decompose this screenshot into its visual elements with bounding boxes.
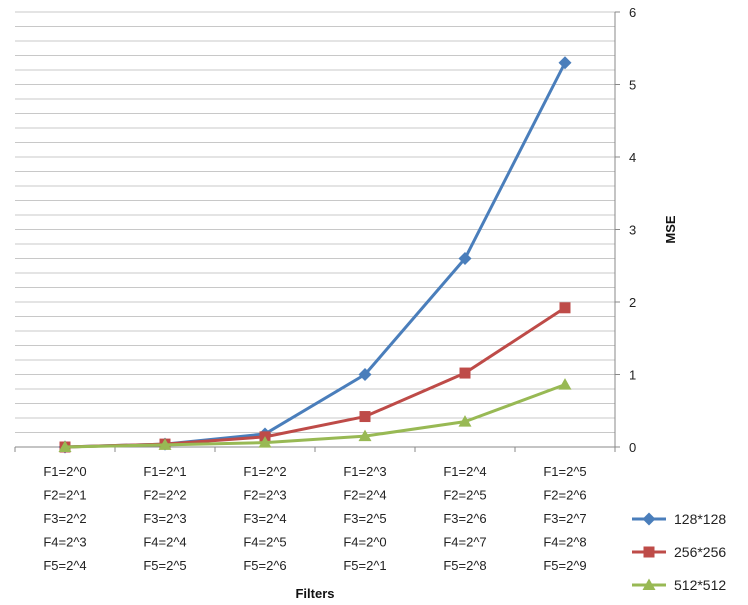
x-category-label: F2=2^6 — [543, 488, 586, 503]
data-point — [459, 367, 471, 379]
x-category-label: F5=2^9 — [543, 558, 586, 573]
legend-label: 128*128 — [674, 511, 726, 527]
legend-marker — [642, 578, 656, 590]
x-category-label: F2=2^5 — [443, 488, 486, 503]
x-category-labels: F1=2^0 F2=2^1 F3=2^2 F4=2^3 F5=2^4 F1=2^1 F2=2… — [43, 464, 586, 573]
y-tick-labels: 0 1 2 3 4 5 6 — [615, 5, 636, 455]
y-tick-label: 0 — [629, 440, 636, 455]
x-category-label: F1=2^4 — [443, 464, 486, 479]
data-point — [558, 378, 572, 390]
x-category-label: F1=2^3 — [343, 464, 386, 479]
series-128*128 — [58, 56, 572, 454]
gridlines — [14, 11, 616, 452]
legend: 128*128 256*256 512*512 — [632, 511, 726, 593]
y-tick-label: 2 — [629, 295, 636, 310]
x-category-label: F5=2^5 — [143, 558, 186, 573]
x-category-label: F5=2^8 — [443, 558, 486, 573]
data-point — [258, 436, 272, 448]
series-512*512 — [58, 378, 572, 452]
series-group — [58, 56, 572, 454]
data-point — [558, 56, 572, 70]
x-category-label: F4=2^0 — [343, 535, 386, 550]
x-category-label: F1=2^5 — [543, 464, 586, 479]
x-category-label: F1=2^0 — [43, 464, 86, 479]
legend-label: 256*256 — [674, 544, 726, 560]
series-256*256 — [59, 302, 571, 453]
x-category-label: F5=2^4 — [43, 558, 86, 573]
x-category-label: F3=2^6 — [443, 511, 486, 526]
data-point — [58, 440, 72, 452]
legend-entry: 512*512 — [632, 577, 726, 593]
legend-entry: 256*256 — [632, 544, 726, 560]
x-category-label: F4=2^7 — [443, 535, 486, 550]
x-category-label: F1=2^1 — [143, 464, 186, 479]
x-category-label: F3=2^3 — [143, 511, 186, 526]
y-axis-title: MSE — [663, 215, 678, 244]
x-category-label: F4=2^3 — [43, 535, 86, 550]
data-point — [358, 368, 372, 381]
data-point — [559, 302, 571, 314]
x-category-label: F2=2^2 — [143, 488, 186, 503]
x-category-label: F4=2^5 — [243, 535, 286, 550]
x-category-label: F2=2^4 — [343, 488, 386, 503]
x-category-label: F2=2^3 — [243, 488, 286, 503]
y-tick-label: 6 — [629, 5, 636, 20]
x-category-label: F3=2^5 — [343, 511, 386, 526]
x-category-label: F4=2^8 — [543, 535, 586, 550]
x-category-label: F3=2^2 — [43, 511, 86, 526]
legend-marker — [643, 546, 655, 558]
data-point — [359, 411, 371, 423]
y-tick-label: 5 — [629, 78, 636, 93]
y-tick-label: 3 — [629, 223, 636, 238]
x-category-label: F5=2^1 — [343, 558, 386, 573]
data-point — [458, 252, 472, 265]
data-point — [358, 429, 372, 442]
data-point — [458, 415, 472, 427]
legend-label: 512*512 — [674, 577, 726, 593]
y-tick-label: 1 — [629, 368, 636, 383]
x-category-label: F2=2^1 — [43, 488, 86, 503]
series-line — [64, 306, 566, 449]
x-category-label: F3=2^7 — [543, 511, 586, 526]
x-category-label: F1=2^2 — [243, 464, 286, 479]
data-point — [158, 438, 172, 450]
y-tick-label: 4 — [629, 150, 636, 165]
legend-marker — [642, 512, 656, 526]
x-category-label: F3=2^4 — [243, 511, 286, 526]
x-category-label: F5=2^6 — [243, 558, 286, 573]
x-axis-title: Filters — [295, 586, 334, 601]
x-category-label: F4=2^4 — [143, 535, 186, 550]
series-line — [64, 383, 566, 449]
legend-entry: 128*128 — [632, 511, 726, 527]
